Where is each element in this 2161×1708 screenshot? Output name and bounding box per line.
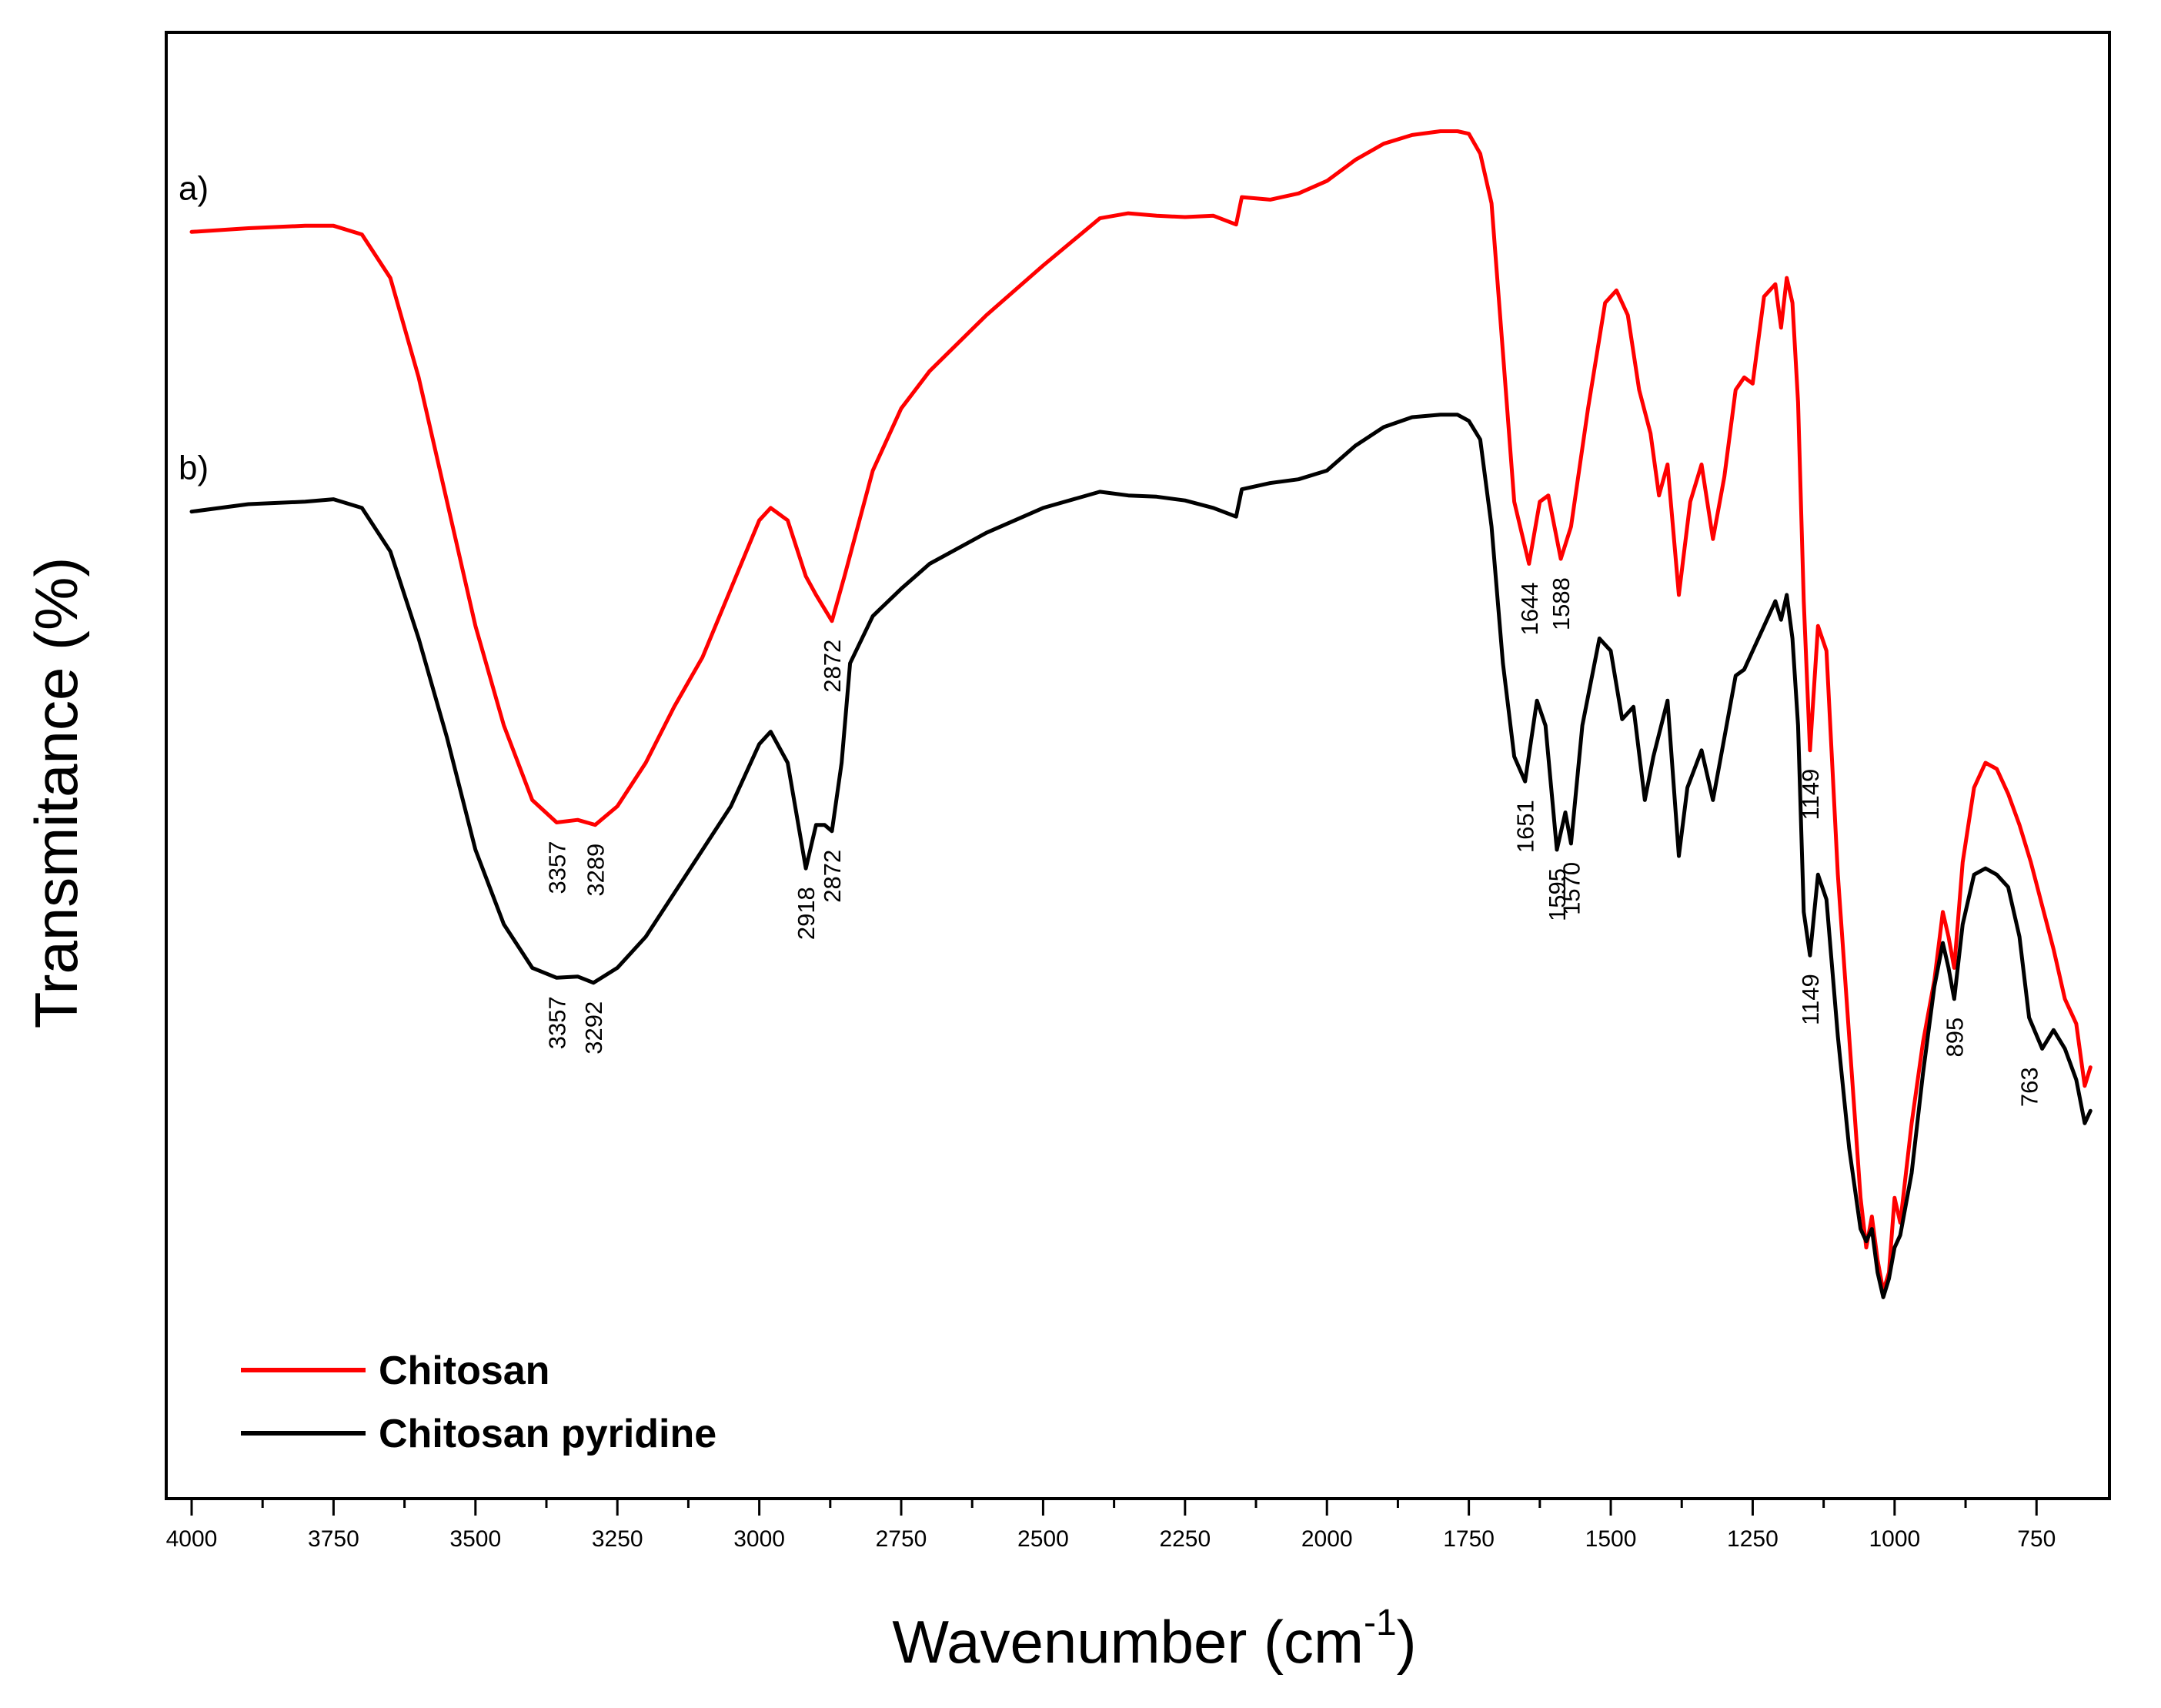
peak-label: 1644: [1516, 583, 1543, 636]
x-tick-label: 750: [2017, 1526, 2056, 1552]
x-tick-label: 1750: [1443, 1526, 1495, 1552]
x-tick-label: 3000: [733, 1526, 785, 1552]
plot-frame: [165, 31, 2111, 1500]
x-axis-title: Wavenumber (cm-1): [892, 1603, 1416, 1676]
peak-label: 1149: [1797, 974, 1824, 1025]
x-tick-label: 4000: [166, 1526, 218, 1552]
x-tick-label: 1000: [1869, 1526, 1920, 1552]
peak-label: 2872: [819, 640, 846, 693]
peak-label: 3357: [543, 841, 570, 894]
y-axis-title: Transmitance (%): [22, 557, 90, 1029]
peak-label: 1595: [1544, 868, 1571, 921]
peak-label: 1588: [1548, 577, 1575, 630]
legend-label-chitosan-pyridine: Chitosan pyridine: [379, 1412, 716, 1456]
x-tick-label: 1250: [1727, 1526, 1779, 1552]
peak-label: 1570: [1558, 862, 1585, 915]
peak-label: 2918: [793, 887, 820, 940]
x-tick-label: 2500: [1017, 1526, 1069, 1552]
panel-label-b: b): [179, 450, 209, 487]
peak-label: 1149: [1797, 769, 1824, 821]
peak-label: 3357: [543, 996, 570, 1049]
x-tick-label: 3750: [308, 1526, 359, 1552]
x-axis-title-sup: -1: [1364, 1603, 1397, 1643]
peak-label: 763: [2016, 1067, 2043, 1107]
peak-label: 2872: [819, 850, 846, 903]
panel-label-a: a): [179, 169, 209, 207]
peak-label: 3292: [580, 1001, 607, 1055]
x-tick-label: 3500: [449, 1526, 501, 1552]
x-tick-label: 1500: [1585, 1526, 1637, 1552]
x-axis-title-close: ): [1397, 1608, 1417, 1676]
x-tick-label: 3250: [592, 1526, 643, 1552]
legend: Chitosan Chitosan pyridine: [241, 1349, 716, 1456]
series-line-chitosan-pyridine: [189, 413, 2093, 1299]
x-tick-label: 2750: [876, 1526, 927, 1552]
peak-label: 3289: [582, 844, 609, 897]
legend-label-chitosan: Chitosan: [379, 1349, 549, 1393]
x-tick-label: 2000: [1301, 1526, 1353, 1552]
x-axis-ticks: 4000 3750 3500 3250 3000 2750 2500 2250 2000 1750…: [166, 1499, 2056, 1552]
series-layer: [189, 129, 2093, 1299]
x-axis-title-main: Wavenumber (cm: [892, 1608, 1364, 1676]
peak-label: 1651: [1512, 800, 1539, 853]
peak-label: 895: [1941, 1018, 1968, 1058]
series-line-chitosan: [189, 129, 2093, 1293]
x-tick-label: 2250: [1159, 1526, 1211, 1552]
panel-labels: a) b): [179, 169, 209, 486]
